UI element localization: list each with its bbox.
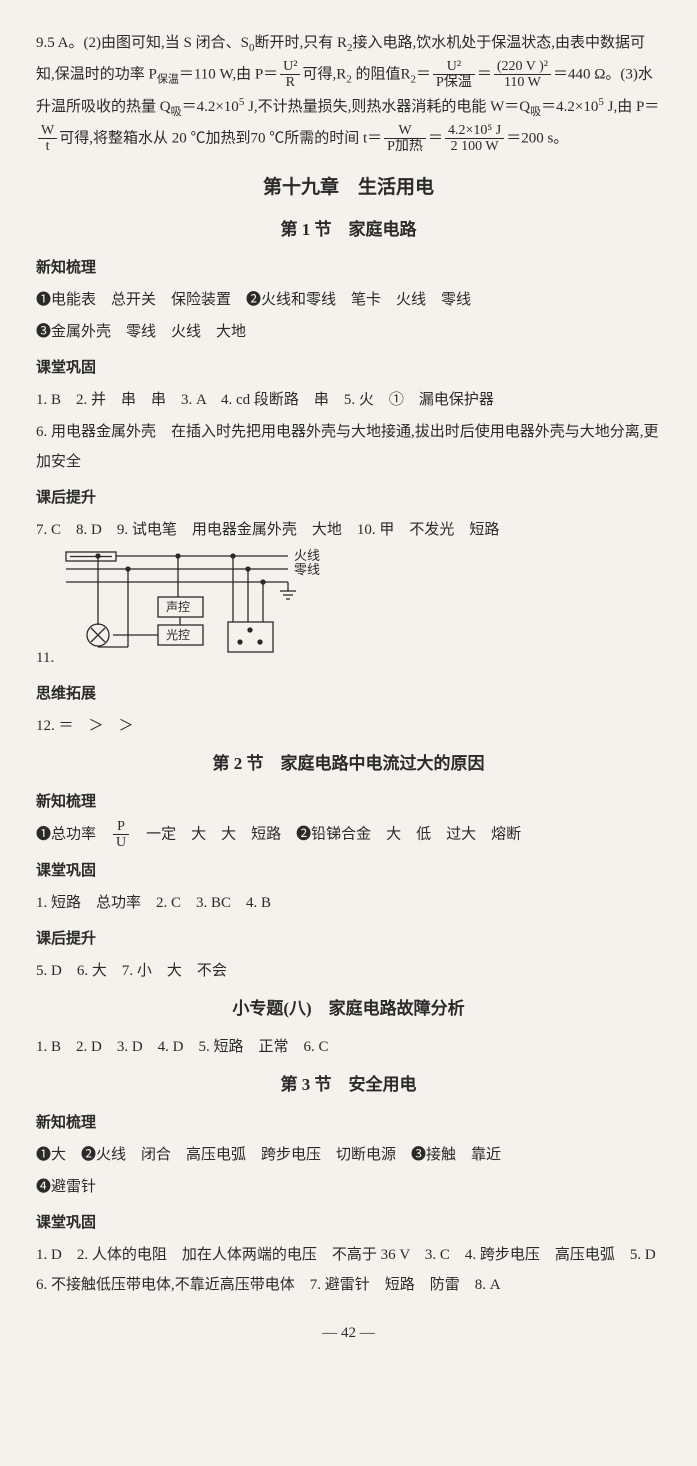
text: J,由 P＝	[604, 99, 659, 115]
text: 的阻值R	[352, 66, 411, 82]
fraction: PU	[113, 819, 129, 851]
text: ＝4.2×10	[182, 99, 239, 115]
sec1-xinzhi-2: ❸金属外壳 零线 火线 大地	[36, 317, 661, 347]
intro-solution: 9.5 A。(2)由图可知,当 S 闭合、S0断开时,只有 R2接入电路,饮水机…	[36, 28, 661, 155]
sec1-xinzhi-1: ❶电能表 总开关 保险装置 ❷火线和零线 笔卡 火线 零线	[36, 285, 661, 315]
fraction: U²R	[280, 59, 300, 91]
text: J,不计热量损失,则热水器消耗的电能 W＝Q	[244, 99, 530, 115]
text: 可得,将整箱水从 20 ℃加热到70 ℃所需的时间 t＝	[59, 130, 382, 146]
text: ＝	[416, 66, 431, 82]
section-3-title: 第 3 节 安全用电	[36, 1068, 661, 1102]
sec1-kehou-2: 11.	[36, 547, 661, 673]
sec2-kehou-1: 5. D 6. 大 7. 小 大 不会	[36, 956, 661, 986]
sec2-xinzhi-1: ❶总功率 PU 一定 大 大 短路 ❷铅锑合金 大 低 过大 熔断	[36, 819, 661, 851]
text: ＝	[477, 66, 492, 82]
topic8-line1: 1. B 2. D 3. D 4. D 5. 短路 正常 6. C	[36, 1032, 661, 1062]
fraction: 4.2×10⁵ J2 100 W	[445, 123, 504, 155]
sec1-kehou-1: 7. C 8. D 9. 试电笔 用电器金属外壳 大地 10. 甲 不发光 短路	[36, 515, 661, 545]
sub: 吸	[171, 106, 182, 118]
fraction: (220 V )²110 W	[494, 59, 551, 91]
page-number: — 42 —	[36, 1318, 661, 1348]
text: ＝	[428, 130, 443, 146]
label-shengkong: 声控	[166, 600, 190, 614]
sec3-ketang-1: 1. D 2. 人体的电阻 加在人体两端的电压 不高于 36 V 3. C 4.…	[36, 1240, 661, 1300]
sec3-ketang-head: 课堂巩固	[36, 1208, 661, 1238]
sec2-xinzhi-head: 新知梳理	[36, 787, 661, 817]
circuit-diagram: 火线 零线 声控 光控	[58, 650, 358, 666]
sec2-ketang-head: 课堂巩固	[36, 856, 661, 886]
label-lingxian: 零线	[294, 562, 320, 577]
label-guangkong: 光控	[166, 628, 190, 642]
section-1-title: 第 1 节 家庭电路	[36, 213, 661, 247]
text: ＝110 W,由 P＝	[179, 66, 278, 82]
sec1-ketang-1: 1. B 2. 并 串 串 3. A 4. cd 段断路 串 5. 火 ① 漏电…	[36, 385, 661, 415]
sec1-ketang-head: 课堂巩固	[36, 353, 661, 383]
text: ＝200 s。	[506, 130, 568, 146]
sec3-xinzhi-2: ❹避雷针	[36, 1172, 661, 1202]
text: 断开时,只有 R	[254, 35, 347, 51]
sub: 保温	[157, 73, 179, 85]
sec3-xinzhi-1: ❶大 ❷火线 闭合 高压电弧 跨步电压 切断电源 ❸接触 靠近	[36, 1140, 661, 1170]
sec2-ketang-1: 1. 短路 总功率 2. C 3. BC 4. B	[36, 888, 661, 918]
fraction: WP加热	[384, 123, 426, 155]
sec1-kehou-head: 课后提升	[36, 483, 661, 513]
text: ＝4.2×10	[541, 99, 598, 115]
text: 可得,R	[302, 66, 346, 82]
label-huoxian: 火线	[294, 548, 320, 563]
sec1-siwei-1: 12. ＝ ＞ ＞	[36, 711, 661, 741]
topic8-title: 小专题(八) 家庭电路故障分析	[36, 992, 661, 1026]
sec1-ketang-2: 6. 用电器金属外壳 在插入时先把用电器外壳与大地接通,拔出时后使用电器外壳与大…	[36, 417, 661, 477]
q11-label: 11.	[36, 650, 54, 666]
fraction: U²P保温	[433, 59, 475, 91]
sec3-xinzhi-head: 新知梳理	[36, 1108, 661, 1138]
fraction: Wt	[38, 123, 57, 155]
sec1-xinzhi-head: 新知梳理	[36, 253, 661, 283]
circuit-svg: 火线 零线 声控 光控	[58, 547, 358, 662]
chapter-title: 第十九章 生活用电	[36, 169, 661, 207]
text: ❶总功率	[36, 826, 111, 842]
text: 9.5 A。(2)由图可知,当 S 闭合、S	[36, 35, 249, 51]
sec1-siwei-head: 思维拓展	[36, 679, 661, 709]
section-2-title: 第 2 节 家庭电路中电流过大的原因	[36, 747, 661, 781]
sub: 吸	[530, 106, 541, 118]
text: 一定 大 大 短路 ❷铅锑合金 大 低 过大 熔断	[131, 826, 521, 842]
sec2-kehou-head: 课后提升	[36, 924, 661, 954]
